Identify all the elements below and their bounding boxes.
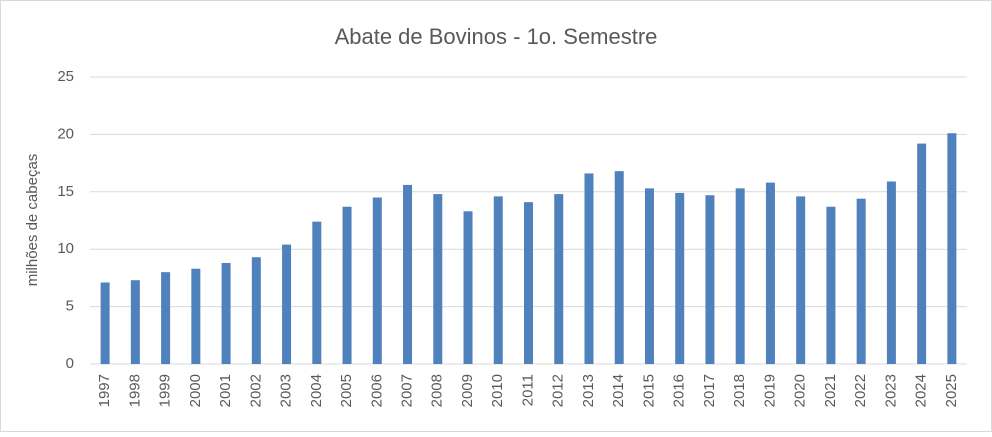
bar <box>130 280 140 364</box>
x-tick-label: 2007 <box>399 374 416 407</box>
x-tick-label: 2017 <box>701 374 718 407</box>
x-tick-label: 1998 <box>126 374 143 407</box>
y-axis-label: milhões de cabeças <box>24 154 41 287</box>
x-tick-label: 2011 <box>519 374 536 406</box>
bar <box>644 188 654 364</box>
x-tick-label: 2023 <box>882 374 899 407</box>
x-tick-label: 2025 <box>943 374 960 407</box>
x-tick-label: 2024 <box>913 374 930 407</box>
x-tick-label: 2003 <box>278 374 295 407</box>
bar <box>886 181 896 364</box>
bar <box>584 173 594 364</box>
x-tick-label: 2020 <box>792 374 809 407</box>
x-tick-label: 2016 <box>671 374 688 407</box>
x-tick-label: 2009 <box>459 374 476 407</box>
bar <box>947 133 957 364</box>
bar <box>554 194 564 364</box>
bar <box>282 244 292 364</box>
x-tick-label: 1997 <box>96 374 113 407</box>
x-tick-label: 2000 <box>187 374 204 407</box>
bar <box>372 197 382 364</box>
x-tick-label: 2005 <box>338 374 355 407</box>
x-tick-label: 2004 <box>308 374 325 407</box>
y-tick-label: 10 <box>57 240 74 257</box>
x-tick-label: 2014 <box>610 374 627 407</box>
x-tick-label: 2010 <box>489 374 506 407</box>
x-tick-label: 2002 <box>247 374 264 407</box>
y-tick-label: 5 <box>66 298 74 315</box>
y-tick-label: 20 <box>57 125 74 142</box>
bar <box>342 206 352 364</box>
x-tick-label: 2008 <box>429 374 446 407</box>
x-tick-label: 2018 <box>731 374 748 407</box>
x-tick-label: 2001 <box>217 374 234 407</box>
bar <box>675 192 685 364</box>
bar <box>221 262 231 364</box>
y-tick-label: 0 <box>66 355 74 372</box>
chart-title: Abate de Bovinos - 1o. Semestre <box>335 24 658 49</box>
bar <box>403 184 413 364</box>
bar <box>765 182 775 364</box>
bar <box>493 196 503 364</box>
bar <box>705 195 715 364</box>
x-tick-label: 2021 <box>822 374 839 407</box>
bar <box>161 272 171 364</box>
x-tick-label: 2012 <box>550 374 567 407</box>
bar <box>100 282 110 364</box>
bar <box>917 143 927 364</box>
x-tick-label: 1999 <box>157 374 174 407</box>
x-tick-label: 2022 <box>852 374 869 407</box>
y-tick-label: 25 <box>57 68 74 85</box>
x-tick-label: 2013 <box>580 374 597 407</box>
x-tick-label: 2006 <box>368 374 385 407</box>
bar <box>735 188 745 364</box>
bar <box>826 206 836 364</box>
bar <box>251 257 261 364</box>
bar <box>856 198 866 364</box>
bar <box>312 221 322 364</box>
bar <box>796 196 806 364</box>
y-tick-label: 15 <box>57 183 74 200</box>
bar <box>433 194 443 364</box>
bar <box>614 171 624 364</box>
bar <box>524 202 533 364</box>
bar <box>191 268 201 364</box>
x-tick-label: 2019 <box>761 374 778 407</box>
x-tick-label: 2015 <box>640 374 657 407</box>
bar <box>463 211 473 364</box>
